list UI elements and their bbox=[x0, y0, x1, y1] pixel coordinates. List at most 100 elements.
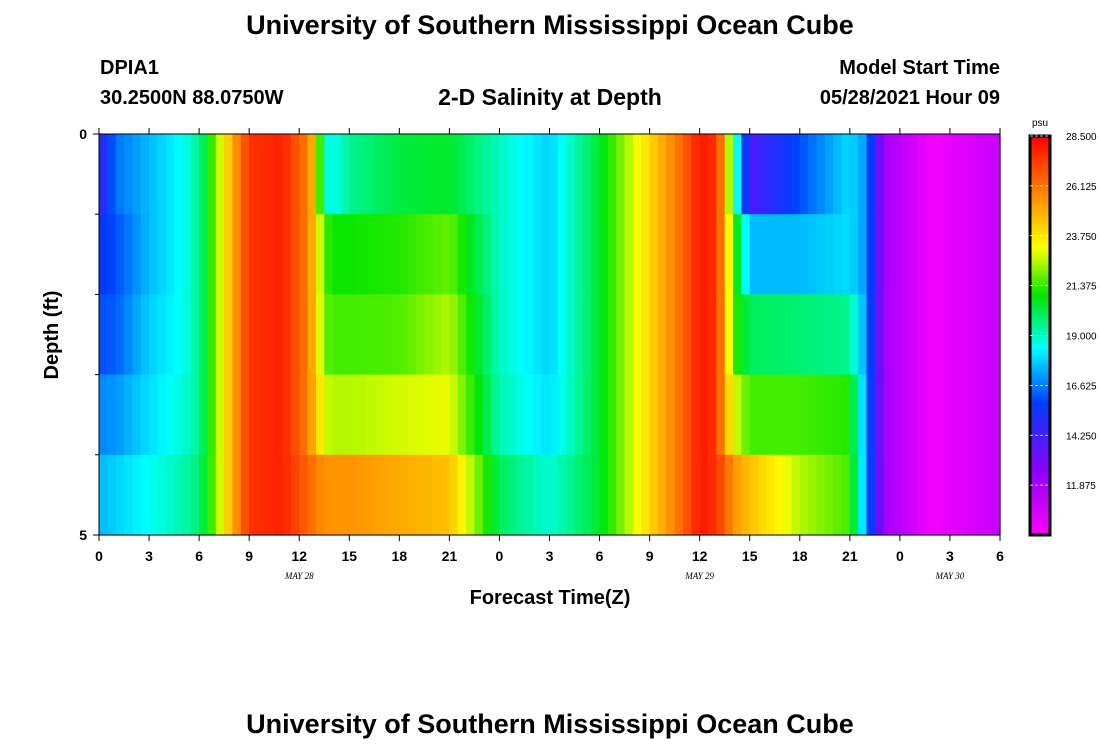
heatmap-cell bbox=[749, 454, 759, 536]
heatmap-cell bbox=[374, 374, 384, 456]
heatmap-cell bbox=[491, 374, 501, 456]
heatmap-cell bbox=[165, 134, 175, 215]
heatmap-cell bbox=[199, 294, 209, 376]
heatmap-cell bbox=[908, 374, 918, 456]
heatmap-cell bbox=[774, 454, 784, 536]
heatmap-cell bbox=[432, 374, 442, 456]
heatmap-cell bbox=[124, 374, 133, 456]
heatmap-cell bbox=[991, 214, 1001, 295]
y-tick-label: 5 bbox=[79, 527, 87, 543]
heatmap-cell bbox=[407, 454, 417, 536]
heatmap-cell bbox=[599, 294, 609, 376]
heatmap-cell bbox=[799, 294, 809, 376]
heatmap-cell bbox=[766, 454, 776, 536]
colorbar-tick-label: 23.750 bbox=[1066, 232, 1097, 243]
heatmap-cell bbox=[674, 294, 684, 376]
heatmap-cell bbox=[232, 374, 242, 456]
heatmap-cell bbox=[708, 374, 717, 456]
heatmap-cell bbox=[382, 374, 392, 456]
heatmap-cell bbox=[99, 374, 108, 456]
heatmap-cell bbox=[441, 454, 450, 536]
heatmap-cell bbox=[449, 374, 459, 456]
heatmap-cell bbox=[474, 134, 484, 215]
heatmap-cell bbox=[457, 454, 467, 536]
heatmap-cell bbox=[240, 134, 250, 215]
heatmap-cell bbox=[457, 374, 467, 456]
heatmap-cell bbox=[841, 214, 851, 295]
heatmap-cell bbox=[758, 214, 767, 295]
x-tick-label: 15 bbox=[742, 548, 758, 564]
heatmap-cell bbox=[174, 294, 184, 376]
heatmap-cell bbox=[924, 214, 934, 295]
heatmap-cell bbox=[140, 294, 150, 376]
heatmap-cell bbox=[733, 374, 742, 456]
heatmap-cell bbox=[582, 454, 592, 536]
heatmap-cell bbox=[107, 294, 117, 376]
heatmap-cell bbox=[290, 214, 300, 295]
heatmap-cell bbox=[808, 294, 818, 376]
heatmap-cell bbox=[282, 294, 292, 376]
heatmap-cell bbox=[199, 134, 209, 215]
heatmap-cell bbox=[257, 454, 267, 536]
heatmap-cell bbox=[307, 214, 317, 295]
heatmap-cell bbox=[574, 454, 584, 536]
x-tick-label: 3 bbox=[946, 548, 954, 564]
x-tick-label: 12 bbox=[291, 548, 307, 564]
heatmap-cell bbox=[491, 214, 501, 295]
x-tick-label: 15 bbox=[341, 548, 357, 564]
heatmap-cell bbox=[849, 214, 859, 295]
heatmap-cell bbox=[240, 214, 250, 295]
heatmap-cell bbox=[207, 294, 217, 376]
heatmap-cell bbox=[282, 454, 292, 536]
heatmap-cell bbox=[390, 374, 400, 456]
heatmap-cell bbox=[941, 134, 951, 215]
heatmap-cell bbox=[115, 214, 125, 295]
heatmap-cell bbox=[149, 294, 158, 376]
colorbar-tick-label: 28.500 bbox=[1066, 132, 1097, 143]
heatmap-cell bbox=[657, 454, 667, 536]
heatmap-cell bbox=[240, 294, 250, 376]
heatmap-cell bbox=[674, 454, 684, 536]
heatmap-cell bbox=[257, 374, 267, 456]
heatmap-cell bbox=[883, 294, 893, 376]
heatmap-cell bbox=[691, 454, 701, 536]
heatmap-cell bbox=[541, 134, 551, 215]
heatmap-cell bbox=[382, 214, 392, 295]
heatmap-cell bbox=[132, 374, 142, 456]
heatmap-cell bbox=[99, 454, 108, 536]
heatmap-cell bbox=[724, 294, 734, 376]
heatmap-cell bbox=[432, 454, 442, 536]
heatmap-cell bbox=[357, 454, 367, 536]
heatmap-cell bbox=[499, 454, 509, 536]
heatmap-cell bbox=[958, 294, 968, 376]
heatmap-cell bbox=[407, 294, 417, 376]
heatmap-cell bbox=[616, 294, 626, 376]
heatmap-cell bbox=[833, 374, 843, 456]
heatmap-cell bbox=[140, 374, 150, 456]
heatmap-cell bbox=[991, 374, 1001, 456]
heatmap-cell bbox=[741, 134, 751, 215]
heatmap-cell bbox=[190, 134, 200, 215]
x-axis-ticks: 0 3 6 9 12 15 18 21 0 3 6 9 12 15 18 21 0 3 6 MAY 28 MAY 29 M… bbox=[95, 128, 1004, 581]
colorbar-unit: psu bbox=[1032, 118, 1048, 129]
heatmap-cell bbox=[733, 454, 742, 536]
heatmap-cell bbox=[657, 134, 667, 215]
heatmap-cell bbox=[132, 454, 142, 536]
heatmap-cell bbox=[516, 214, 526, 295]
heatmap-cell bbox=[249, 454, 259, 536]
heatmap-cell bbox=[632, 214, 642, 295]
heatmap-cell bbox=[783, 454, 793, 536]
heatmap-cell bbox=[966, 374, 976, 456]
heatmap-cell bbox=[516, 374, 526, 456]
heatmap-cell bbox=[799, 374, 809, 456]
heatmap-cell bbox=[924, 294, 934, 376]
heatmap-cell bbox=[774, 134, 784, 215]
heatmap-cell bbox=[816, 454, 826, 536]
heatmap-cell bbox=[774, 214, 784, 295]
x-tick-label: 3 bbox=[546, 548, 554, 564]
date-label: MAY 29 bbox=[684, 571, 714, 581]
heatmap-cell bbox=[224, 214, 234, 295]
heatmap-cell bbox=[441, 134, 450, 215]
heatmap-cell bbox=[282, 134, 292, 215]
heatmap-cell bbox=[115, 294, 125, 376]
